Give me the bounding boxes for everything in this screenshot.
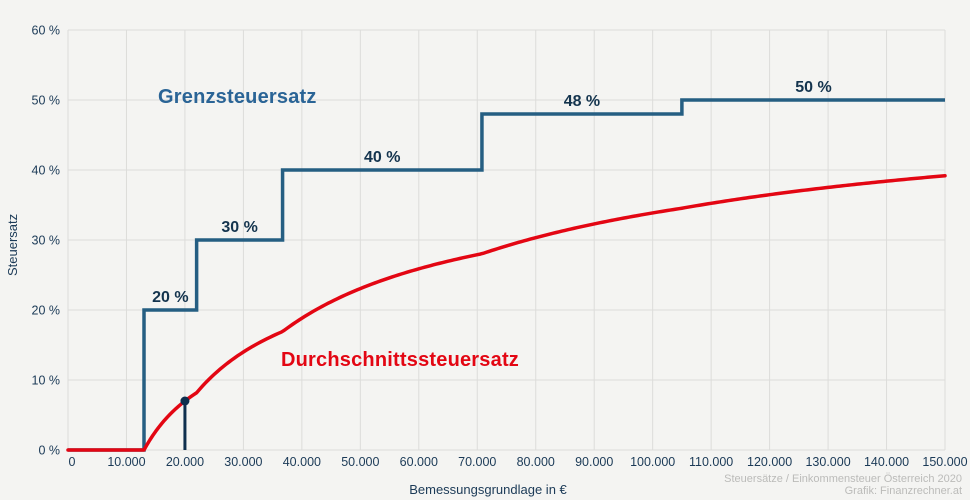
y-tick-label: 60 % <box>32 24 61 38</box>
y-tick-label: 10 % <box>32 374 61 388</box>
average-rate-marker <box>180 396 190 450</box>
step-rate-label: 30 % <box>221 219 257 236</box>
x-axis-tick-labels: 0 10.000 20.000 30.000 40.000 50.000 60.000 70.… <box>69 455 968 469</box>
step-rate-label: 20 % <box>152 289 188 306</box>
step-rate-labels: 20 % 30 % 40 % 48 % 50 % <box>152 79 832 306</box>
x-tick-label: 140.000 <box>864 455 909 469</box>
y-tick-label: 50 % <box>32 94 61 108</box>
y-tick-label: 40 % <box>32 164 61 178</box>
series-lines <box>66 98 947 452</box>
x-tick-label: 120.000 <box>747 455 792 469</box>
y-tick-label: 0 % <box>38 444 60 458</box>
x-tick-label: 0 <box>69 455 76 469</box>
x-tick-label: 30.000 <box>224 455 262 469</box>
x-tick-label: 20.000 <box>166 455 204 469</box>
marker-dot <box>180 396 190 406</box>
x-tick-label: 40.000 <box>283 455 321 469</box>
x-tick-label: 150.000 <box>922 455 967 469</box>
x-tick-label: 50.000 <box>341 455 379 469</box>
x-tick-label: 10.000 <box>107 455 145 469</box>
x-tick-label: 60.000 <box>400 455 438 469</box>
x-tick-label: 90.000 <box>575 455 613 469</box>
y-tick-label: 30 % <box>32 234 61 248</box>
attribution: Steuersätze / Einkommensteuer Österreich… <box>724 473 962 497</box>
series-label-durchschnittssteuersatz: Durchschnittssteuersatz <box>281 349 519 371</box>
x-tick-label: 80.000 <box>517 455 555 469</box>
x-tick-label: 110.000 <box>689 455 733 469</box>
attribution-source-line: Steuersätze / Einkommensteuer Österreich… <box>724 473 962 485</box>
step-rate-label: 50 % <box>795 79 831 96</box>
marginal-tax-rate-step-line <box>68 98 945 452</box>
y-axis-tick-labels: 0 % 10 % 20 % 30 % 40 % 50 % 60 % <box>32 24 61 458</box>
x-tick-label: 100.000 <box>630 455 675 469</box>
y-tick-label: 20 % <box>32 304 61 318</box>
attribution-credit-line: Grafik: Finanzrechner.at <box>844 485 962 497</box>
step-rate-label: 48 % <box>564 93 600 110</box>
x-tick-label: 130.000 <box>805 455 850 469</box>
x-axis-title: Bemessungsgrundlage in € <box>409 482 567 497</box>
step-rate-label: 40 % <box>364 149 400 166</box>
x-tick-label: 70.000 <box>458 455 496 469</box>
series-label-grenzsteuersatz: Grenzsteuersatz <box>158 86 317 108</box>
y-axis-title: Steuersatz <box>5 213 20 276</box>
average-tax-rate-curve <box>66 174 947 452</box>
